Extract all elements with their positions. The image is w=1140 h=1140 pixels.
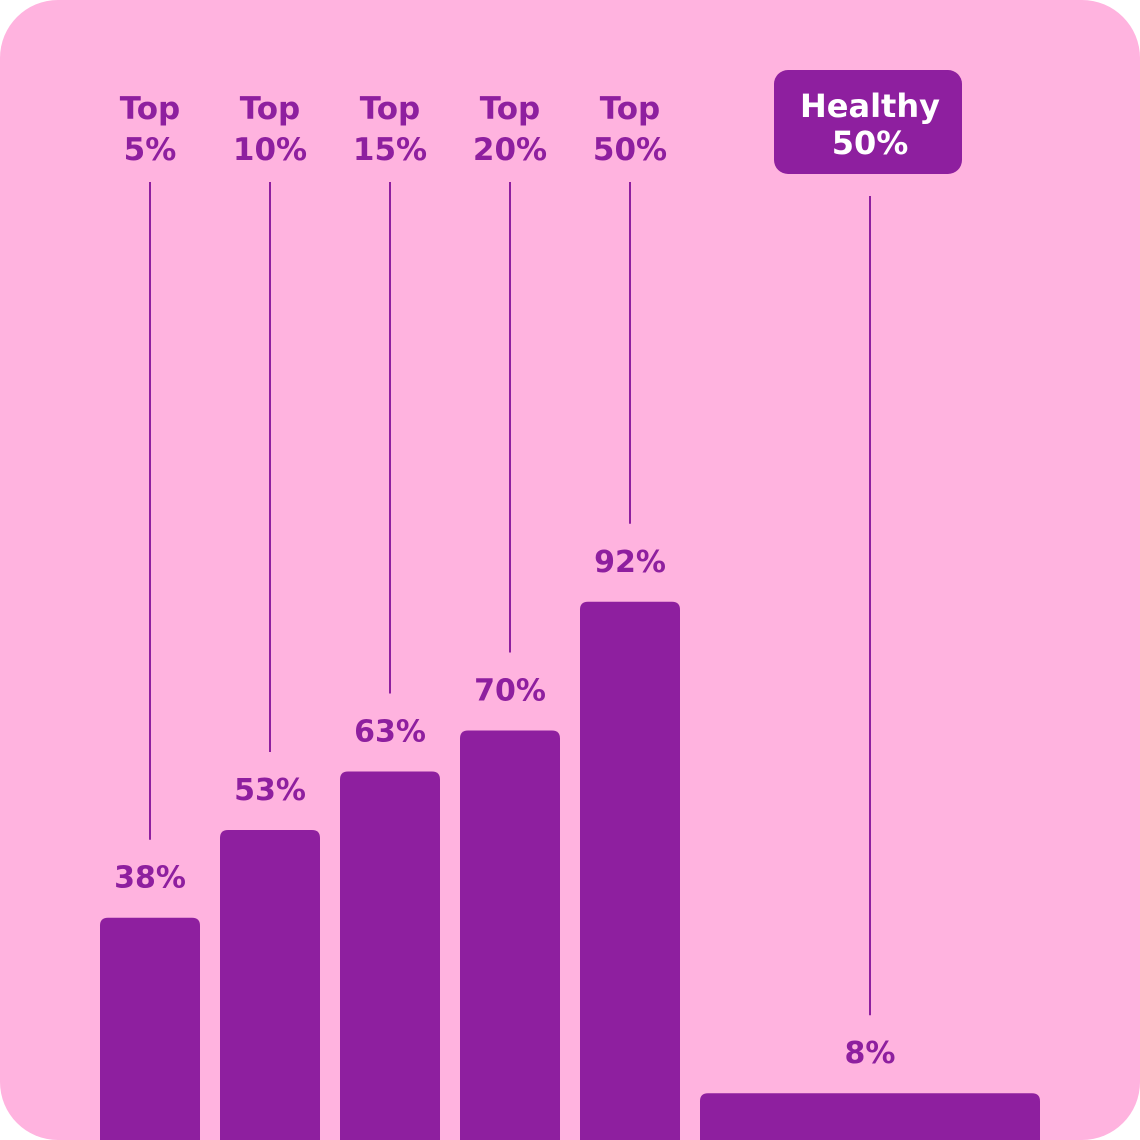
category-label: 10%: [233, 132, 307, 168]
category-label: Top: [240, 91, 301, 127]
category-label: Top: [360, 91, 421, 127]
category-label: 20%: [473, 132, 547, 168]
category-label: 5%: [124, 132, 177, 168]
category-label: 50%: [593, 132, 667, 168]
category-label: Healthy: [800, 87, 940, 125]
category-label: 50%: [832, 124, 909, 162]
data-label: 63%: [354, 714, 426, 749]
highlight-badge: [774, 70, 962, 174]
bar: [700, 1093, 1040, 1140]
bar: [100, 917, 200, 1140]
category-label: Top: [120, 91, 181, 127]
bar: [220, 829, 320, 1140]
bar: [580, 601, 680, 1140]
bar: [460, 730, 560, 1140]
data-label: 70%: [474, 674, 546, 709]
data-label: 53%: [234, 773, 306, 808]
bar: [340, 771, 440, 1140]
category-label: Top: [480, 91, 541, 127]
data-label: 8%: [845, 1036, 896, 1071]
chart-marks: 38% Top 5% 53% Top 10% 63% Top 15% 70% Top 20% 92% To…: [100, 70, 1040, 1140]
category-label: Top: [600, 91, 661, 127]
category-label: 15%: [353, 132, 427, 168]
data-label: 38%: [114, 861, 186, 896]
data-label: 92%: [594, 545, 666, 580]
